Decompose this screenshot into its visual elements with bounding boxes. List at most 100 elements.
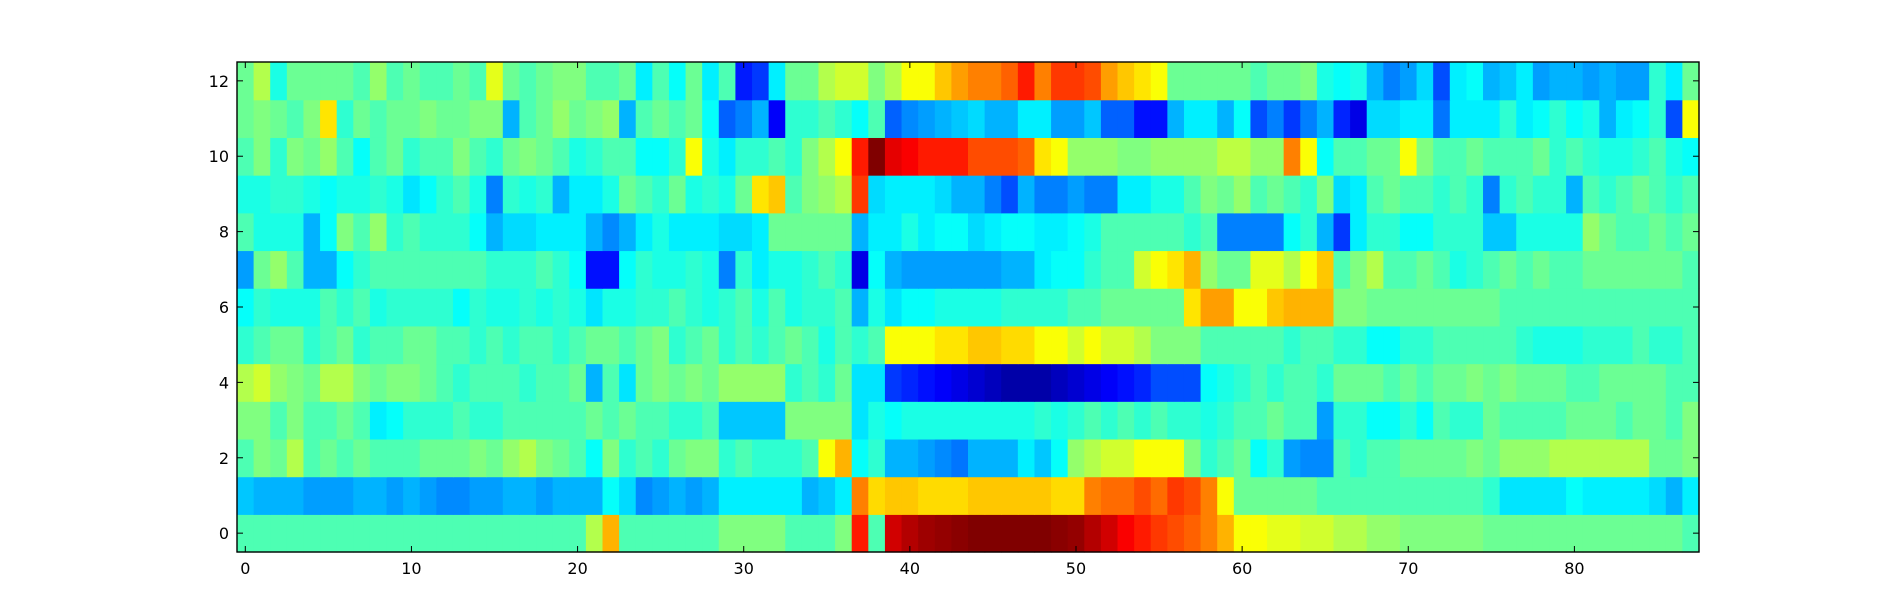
heatmap-cell bbox=[1051, 62, 1069, 101]
heatmap-cell bbox=[469, 514, 487, 553]
heatmap-cell bbox=[702, 62, 720, 101]
heatmap-cell bbox=[1167, 212, 1185, 252]
heatmap-cell bbox=[1233, 514, 1252, 553]
heatmap-cell bbox=[1084, 288, 1102, 327]
heatmap-cell bbox=[569, 250, 587, 289]
heatmap-cell bbox=[602, 401, 620, 440]
heatmap-cell bbox=[469, 99, 487, 138]
heatmap-cell bbox=[1383, 62, 1401, 101]
heatmap-cell bbox=[668, 175, 687, 214]
heatmap-cell bbox=[1582, 288, 1600, 327]
heatmap-cell bbox=[1682, 401, 1700, 440]
heatmap-cell bbox=[1615, 212, 1634, 252]
heatmap-cell bbox=[1017, 62, 1036, 101]
heatmap-cell bbox=[303, 175, 321, 214]
heatmap-cell bbox=[1067, 137, 1085, 176]
heatmap-cell bbox=[918, 137, 936, 176]
heatmap-cell bbox=[1416, 175, 1434, 214]
heatmap-cell bbox=[1117, 212, 1135, 252]
heatmap-cell bbox=[1283, 514, 1301, 553]
heatmap-cell bbox=[403, 137, 421, 176]
heatmap-cell bbox=[868, 476, 886, 515]
heatmap-cell bbox=[968, 137, 986, 176]
heatmap-cell bbox=[403, 514, 421, 553]
heatmap-cell bbox=[1117, 62, 1135, 101]
heatmap-cell bbox=[1267, 175, 1285, 214]
heatmap-cell bbox=[1649, 99, 1667, 138]
heatmap-cell bbox=[1017, 288, 1036, 327]
heatmap-cell bbox=[1051, 137, 1069, 176]
heatmap-cell bbox=[668, 401, 687, 440]
heatmap-cell bbox=[1549, 62, 1567, 101]
heatmap-cell bbox=[1682, 363, 1700, 402]
heatmap-cell bbox=[1449, 401, 1468, 440]
heatmap-cell bbox=[1566, 438, 1584, 478]
heatmap-cell bbox=[585, 137, 604, 176]
heatmap-cell bbox=[752, 62, 770, 101]
heatmap-cell bbox=[585, 288, 604, 327]
heatmap-cell bbox=[1150, 175, 1168, 214]
heatmap-cell bbox=[835, 325, 853, 365]
heatmap-cell bbox=[984, 401, 1002, 440]
heatmap-cell bbox=[502, 250, 521, 289]
y-axis: 0 2 4 6 8 10 12 bbox=[209, 72, 1699, 543]
heatmap-cell bbox=[1632, 325, 1650, 365]
heatmap-cell bbox=[818, 212, 836, 252]
heatmap-cell bbox=[1183, 363, 1202, 402]
heatmap-cell bbox=[1217, 514, 1235, 553]
heatmap-cell bbox=[1200, 137, 1218, 176]
heatmap-cell bbox=[1466, 476, 1484, 515]
heatmap-cell bbox=[785, 212, 803, 252]
y-tick-label: 2 bbox=[219, 449, 229, 468]
heatmap-cell bbox=[1582, 438, 1600, 478]
heatmap-cell bbox=[536, 514, 554, 553]
heatmap-cell bbox=[403, 288, 421, 327]
heatmap-cell bbox=[1017, 325, 1036, 365]
heatmap-cell bbox=[1067, 62, 1085, 101]
heatmap-cell bbox=[768, 62, 786, 101]
heatmap-cell bbox=[1532, 62, 1551, 101]
heatmap-cell bbox=[436, 401, 454, 440]
heatmap-cell bbox=[785, 288, 803, 327]
heatmap-cell bbox=[1300, 401, 1318, 440]
heatmap-cell bbox=[320, 363, 338, 402]
heatmap-cell bbox=[1566, 175, 1584, 214]
heatmap-cell bbox=[1632, 175, 1650, 214]
heatmap-cell bbox=[486, 250, 504, 289]
heatmap-cell bbox=[1682, 476, 1700, 515]
heatmap-cell bbox=[1134, 137, 1152, 176]
heatmap-cell bbox=[1034, 325, 1052, 365]
heatmap-cell bbox=[1383, 175, 1401, 214]
heatmap-cell bbox=[519, 212, 537, 252]
heatmap-cell bbox=[436, 476, 454, 515]
heatmap-cell bbox=[1532, 363, 1551, 402]
heatmap-cell bbox=[585, 476, 604, 515]
heatmap-cell bbox=[369, 250, 388, 289]
heatmap-cell bbox=[668, 99, 687, 138]
heatmap-cell bbox=[619, 363, 637, 402]
heatmap-cell bbox=[1483, 401, 1501, 440]
heatmap-cell bbox=[1483, 363, 1501, 402]
heatmap-cell bbox=[452, 514, 471, 553]
heatmap-cell bbox=[785, 175, 803, 214]
heatmap-cell bbox=[1051, 401, 1069, 440]
heatmap-cell bbox=[1615, 363, 1634, 402]
heatmap-cell bbox=[801, 250, 820, 289]
heatmap-cell bbox=[1549, 175, 1567, 214]
heatmap-cell bbox=[785, 514, 803, 553]
heatmap-cell bbox=[1267, 438, 1285, 478]
heatmap-cell bbox=[668, 250, 687, 289]
heatmap-cell bbox=[984, 288, 1002, 327]
heatmap-cell bbox=[984, 514, 1002, 553]
heatmap-cell bbox=[369, 137, 388, 176]
heatmap-cell bbox=[635, 62, 653, 101]
heatmap-cell bbox=[353, 401, 371, 440]
heatmap-cell bbox=[685, 212, 703, 252]
heatmap-cell bbox=[1516, 363, 1534, 402]
heatmap-cell bbox=[785, 438, 803, 478]
heatmap-cell bbox=[1383, 250, 1401, 289]
heatmap-cell bbox=[486, 325, 504, 365]
heatmap-cell bbox=[436, 212, 454, 252]
heatmap-cell bbox=[1433, 438, 1451, 478]
heatmap-cell bbox=[1516, 476, 1534, 515]
